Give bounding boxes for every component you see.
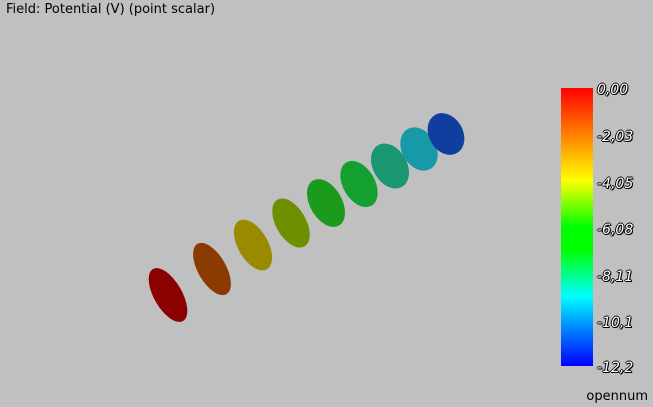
disc-1 [148, 268, 188, 322]
legend-tick-label: -12,2 [597, 360, 634, 376]
field-title: Field: Potential (V) (point scalar) [6, 2, 216, 17]
disc-5 [307, 179, 345, 227]
disc-4 [272, 198, 310, 248]
disc-3 [233, 219, 273, 271]
legend-tick-label: -8,11 [597, 269, 634, 285]
brand-label: opennum [586, 389, 648, 404]
legend-tick-label: -4,05 [597, 176, 634, 192]
legend-tick-label: -6,08 [597, 222, 634, 238]
disc-2 [193, 242, 231, 296]
legend-tick-label: -2,03 [597, 129, 634, 145]
legend-tick-label: 0,00 [597, 82, 629, 98]
legend-tick-label: -10,1 [597, 315, 634, 331]
disc-9 [427, 113, 465, 155]
disc-7 [371, 143, 409, 189]
disc-8 [400, 127, 438, 171]
disc-6 [340, 160, 378, 208]
color-legend-bar [561, 88, 593, 366]
